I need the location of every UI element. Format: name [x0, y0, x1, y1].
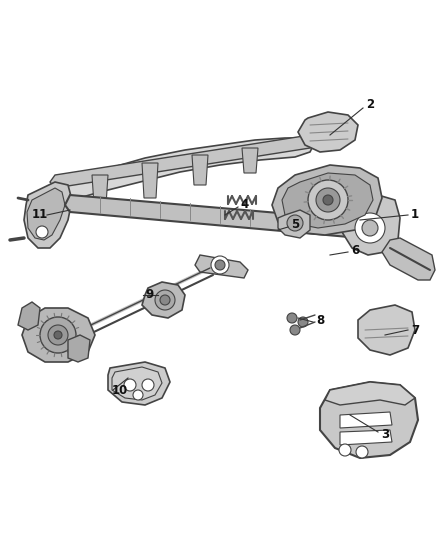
Polygon shape: [320, 382, 418, 458]
Polygon shape: [282, 173, 373, 228]
Polygon shape: [108, 362, 170, 405]
Circle shape: [287, 313, 297, 323]
Circle shape: [308, 180, 348, 220]
Circle shape: [124, 379, 136, 391]
Polygon shape: [142, 282, 185, 318]
Polygon shape: [22, 308, 95, 362]
Circle shape: [290, 325, 300, 335]
Polygon shape: [242, 148, 258, 173]
Circle shape: [356, 446, 368, 458]
Circle shape: [40, 317, 76, 353]
Circle shape: [36, 226, 48, 238]
Circle shape: [155, 290, 175, 310]
Polygon shape: [325, 382, 415, 405]
Polygon shape: [142, 163, 158, 198]
Circle shape: [316, 188, 340, 212]
Circle shape: [133, 390, 143, 400]
Circle shape: [215, 260, 225, 270]
Text: 3: 3: [381, 429, 389, 441]
Polygon shape: [28, 138, 315, 215]
Polygon shape: [195, 255, 248, 278]
Circle shape: [142, 379, 154, 391]
Text: 8: 8: [316, 313, 324, 327]
Polygon shape: [68, 335, 90, 362]
Text: 11: 11: [32, 208, 48, 222]
Text: 4: 4: [241, 198, 249, 212]
Text: 1: 1: [411, 208, 419, 222]
Polygon shape: [342, 195, 400, 255]
Polygon shape: [92, 175, 108, 205]
Polygon shape: [340, 430, 392, 445]
Polygon shape: [27, 188, 65, 240]
Polygon shape: [358, 305, 415, 355]
Polygon shape: [298, 112, 358, 152]
Text: 6: 6: [351, 244, 359, 256]
Circle shape: [160, 295, 170, 305]
Circle shape: [287, 215, 303, 231]
Polygon shape: [24, 182, 72, 248]
Circle shape: [355, 213, 385, 243]
Text: 5: 5: [291, 219, 299, 231]
Text: 7: 7: [411, 324, 419, 336]
Circle shape: [48, 325, 68, 345]
Text: 9: 9: [146, 288, 154, 302]
Polygon shape: [65, 195, 365, 238]
Circle shape: [362, 220, 378, 236]
Circle shape: [323, 195, 333, 205]
Circle shape: [211, 256, 229, 274]
Circle shape: [298, 317, 308, 327]
Polygon shape: [272, 165, 382, 235]
Polygon shape: [50, 135, 315, 188]
Polygon shape: [340, 412, 392, 428]
Polygon shape: [18, 302, 40, 330]
Polygon shape: [382, 238, 435, 280]
Polygon shape: [112, 367, 162, 400]
Circle shape: [54, 331, 62, 339]
Text: 10: 10: [112, 384, 128, 397]
Text: 2: 2: [366, 99, 374, 111]
Polygon shape: [192, 155, 208, 185]
Circle shape: [339, 444, 351, 456]
Polygon shape: [278, 210, 310, 238]
